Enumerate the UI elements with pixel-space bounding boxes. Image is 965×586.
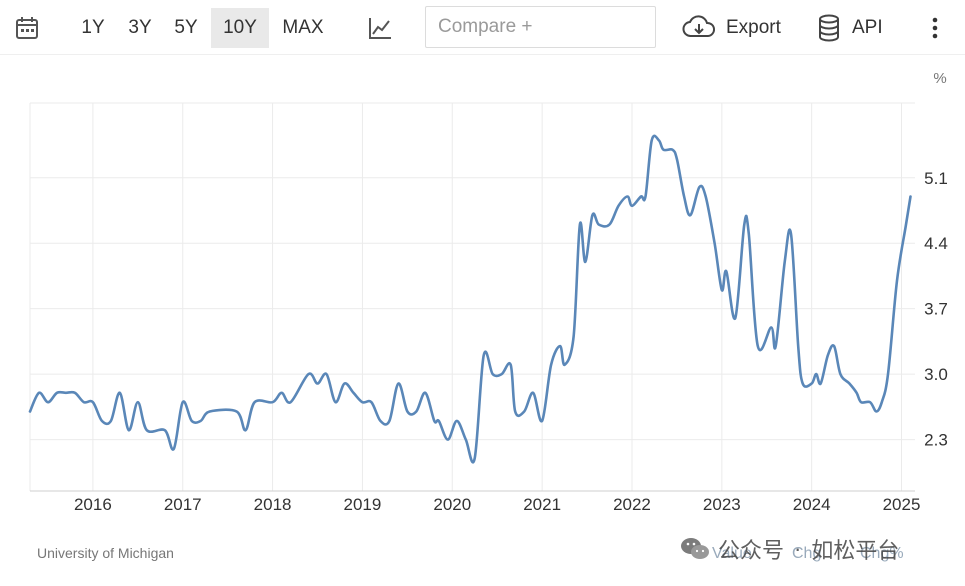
api-label: API [852, 17, 883, 38]
x-tick-label: 2025 [883, 495, 921, 514]
x-tick-label: 2017 [164, 495, 202, 514]
line-chart: 2.3 3.0 3.7 4.4 5.1 2016 2017 2018 2019 2020 2021 2… [28, 70, 948, 514]
source-label: University of Michigan [37, 545, 174, 561]
api-button[interactable]: API [818, 8, 898, 48]
wechat-icon [680, 536, 710, 562]
range-1y-button[interactable]: 1Y [81, 17, 105, 38]
series-line [28, 134, 912, 464]
y-tick-label: 3.0 [924, 365, 948, 384]
range-3y-button[interactable]: 3Y [128, 17, 152, 38]
x-tick-label: 2024 [793, 495, 831, 514]
kebab-menu-icon[interactable] [922, 8, 948, 48]
x-tick-label: 2016 [74, 495, 112, 514]
watermark-account-name: 如松平台 [811, 538, 900, 563]
x-tick-label: 2022 [613, 495, 651, 514]
y-tick-label: 3.7 [924, 300, 948, 319]
y-tick-label: 2.3 [924, 431, 948, 450]
x-tick-label: 2023 [703, 495, 741, 514]
watermark-account-type: 公众号 [718, 538, 785, 563]
x-tick-label: 2020 [433, 495, 471, 514]
chg-column-label: Chg [792, 545, 822, 562]
line-chart-icon[interactable] [364, 8, 396, 48]
range-5y-button[interactable]: 5Y [174, 17, 198, 38]
x-tick-label: 2018 [254, 495, 292, 514]
chart-series [28, 134, 912, 464]
y-tick-label: 4.4 [924, 234, 948, 253]
database-icon [818, 14, 840, 42]
watermark: 公众号 · 如松平台 [680, 532, 909, 566]
y-tick-label: 5.1 [924, 169, 948, 188]
x-tick-label: 2021 [523, 495, 561, 514]
range-max-button[interactable]: MAX [282, 17, 324, 38]
export-label: Export [726, 17, 781, 38]
value-column-label: Value [712, 545, 752, 562]
export-button[interactable]: Export [682, 8, 792, 48]
toolbar: 1Y 3Y 5Y 10Y MAX Compare + Export [0, 0, 965, 55]
chart-axes: 2.3 3.0 3.7 4.4 5.1 2016 2017 2018 2019 2020 2021 2… [30, 169, 948, 514]
x-tick-label: 2019 [344, 495, 382, 514]
chart-unit-label: % [933, 70, 946, 87]
toolbar-divider [0, 54, 965, 55]
cloud-download-icon [682, 15, 716, 41]
range-10y-button[interactable]: 10Y [211, 8, 269, 48]
chart-grid [29, 102, 915, 491]
watermark-dot: · [794, 536, 802, 561]
calendar-icon[interactable] [10, 8, 44, 48]
chg-pct-column-label: Chg% [860, 545, 904, 562]
compare-input[interactable]: Compare + [425, 6, 656, 48]
